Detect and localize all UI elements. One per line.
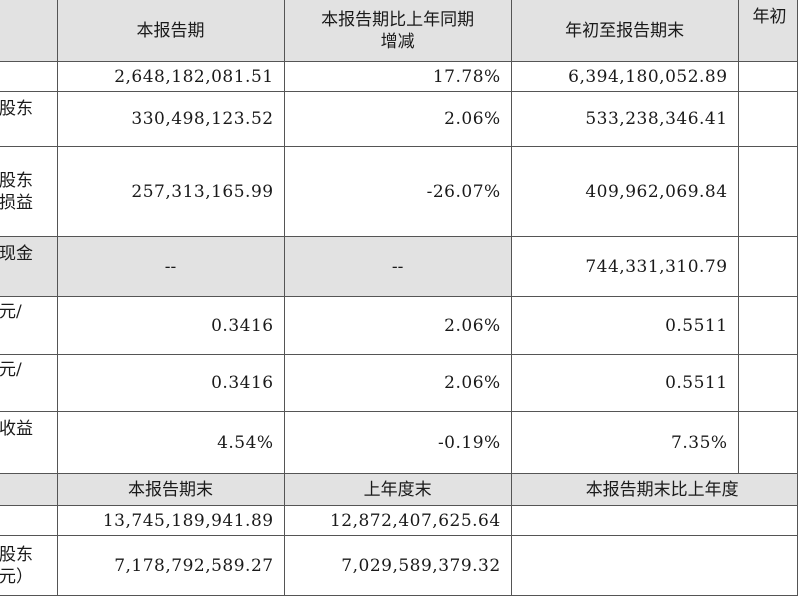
header-prior-year-end: 上年度末 [283, 473, 512, 506]
cell-value: -0.19% [283, 411, 512, 474]
cell-value: 4.54% [56, 411, 285, 474]
header-ytd: 年初至报告期末 [510, 0, 739, 62]
cell-value: 7.35% [510, 411, 739, 474]
cell-value [510, 505, 799, 536]
header-row-2: 本报告期末 上年度末 本报告期末比上年度 [0, 473, 799, 506]
cell-value [510, 535, 799, 596]
header-label-cell [0, 0, 58, 62]
cell-value: 0.5511 [510, 296, 739, 355]
cell-value: 257,313,165.99 [56, 146, 285, 237]
header-yoy-change: 本报告期比上年同期 增减 [283, 0, 512, 62]
cell-value: 0.3416 [56, 296, 285, 355]
row-label-line2: 元） [0, 566, 33, 587]
row-label: 股东 损益 [0, 146, 58, 237]
row-label: 股东 [0, 91, 58, 147]
cell-value: 2.06% [283, 91, 512, 147]
cell-value: 330,498,123.52 [56, 91, 285, 147]
row-label: 元/ [0, 296, 58, 355]
header-row-1: 本报告期 本报告期比上年同期 增减 年初至报告期末 年初 [0, 0, 799, 62]
row-label: 收益 [0, 411, 58, 474]
cell-value: 744,331,310.79 [510, 236, 739, 297]
row-label: 股东 元） [0, 535, 58, 596]
cell-value: 409,962,069.84 [510, 146, 739, 237]
cell-value [737, 354, 799, 412]
cell-value: 0.5511 [510, 354, 739, 412]
table-row: 13,745,189,941.89 12,872,407,625.64 [0, 505, 799, 536]
table-row: 现金 -- -- 744,331,310.79 [0, 236, 799, 297]
row-label-line1: 股东 [0, 544, 33, 565]
cell-value: 2.06% [283, 296, 512, 355]
header-yoy-change-line2: 增减 [380, 31, 415, 52]
header-label-cell [0, 473, 58, 506]
table-row: 2,648,182,081.51 17.78% 6,394,180,052.89 [0, 61, 799, 92]
row-label [0, 505, 58, 536]
header-current-period: 本报告期 [56, 0, 285, 62]
cell-value [737, 296, 799, 355]
cell-value: -- [56, 236, 285, 297]
cell-value: 12,872,407,625.64 [283, 505, 512, 536]
cell-value: 17.78% [283, 61, 512, 92]
row-label-line1: 股东 [0, 170, 33, 191]
header-ytd-change: 年初 [737, 0, 799, 62]
cell-value: 533,238,346.41 [510, 91, 739, 147]
cell-value [737, 91, 799, 147]
cell-value: 2.06% [283, 354, 512, 412]
cell-value [737, 411, 799, 474]
row-label [0, 61, 58, 92]
header-period-end: 本报告期末 [56, 473, 285, 506]
cell-value: -- [283, 236, 512, 297]
table-row: 股东 损益 257,313,165.99 -26.07% 409,962,069… [0, 146, 799, 237]
cell-value [737, 146, 799, 237]
table-row: 元/ 0.3416 2.06% 0.5511 [0, 296, 799, 355]
cell-value: 13,745,189,941.89 [56, 505, 285, 536]
cell-value: 7,029,589,379.32 [283, 535, 512, 596]
table-row: 元/ 0.3416 2.06% 0.5511 [0, 354, 799, 412]
table-row: 收益 4.54% -0.19% 7.35% [0, 411, 799, 474]
cell-value: -26.07% [283, 146, 512, 237]
cell-value: 0.3416 [56, 354, 285, 412]
cell-value: 2,648,182,081.51 [56, 61, 285, 92]
header-yoy-change-line1: 本报告期比上年同期 [321, 9, 475, 30]
cell-value: 6,394,180,052.89 [510, 61, 739, 92]
cell-value: 7,178,792,589.27 [56, 535, 285, 596]
row-label-line2: 损益 [0, 192, 33, 213]
table-row: 股东 330,498,123.52 2.06% 533,238,346.41 [0, 91, 799, 147]
cell-value [737, 61, 799, 92]
header-period-end-change: 本报告期末比上年度 [510, 473, 799, 506]
table-row: 股东 元） 7,178,792,589.27 7,029,589,379.32 [0, 535, 799, 596]
row-label: 元/ [0, 354, 58, 412]
cell-value [737, 236, 799, 297]
row-label: 现金 [0, 236, 58, 297]
